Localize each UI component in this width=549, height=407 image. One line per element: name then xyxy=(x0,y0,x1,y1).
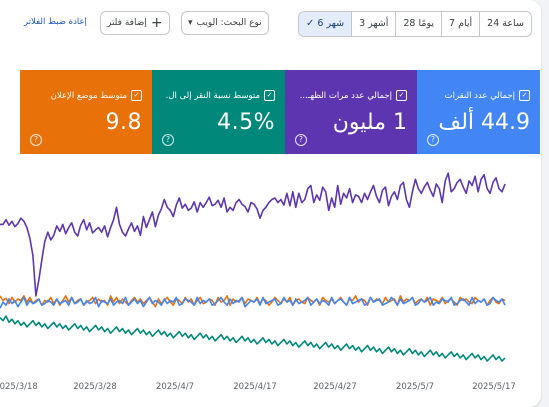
metric-card-label: متوسط موضع الإعلان xyxy=(50,90,127,101)
add-filter-label: إضافة فلتر xyxy=(107,18,147,28)
range-option-label: 6 شهر xyxy=(317,18,345,29)
metric-card[interactable]: ✓ إجمالي عدد مرات الظهـ... 1 مليون? xyxy=(285,70,417,154)
range-option-label: 3 أشهر xyxy=(359,18,389,29)
metric-card[interactable]: ✓ إجمالي عدد النقرات 44.9 ألف? xyxy=(417,70,540,154)
help-icon[interactable]: ? xyxy=(162,134,174,146)
metric-card-value: 1 مليون xyxy=(332,110,407,135)
checkbox-icon[interactable]: ✓ xyxy=(519,90,530,101)
search-type-label: نوع البحث: الويب xyxy=(196,18,262,28)
checkbox-icon[interactable]: ✓ xyxy=(264,90,275,101)
chevron-down-icon: ▾ xyxy=(188,18,193,28)
metric-card-header: ✓ إجمالي عدد مرات الظهـ... xyxy=(300,90,407,101)
metric-card-value: 44.9 ألف xyxy=(438,110,530,135)
range-option[interactable]: 24 ساعة xyxy=(479,12,531,36)
help-icon[interactable]: ? xyxy=(295,134,307,146)
metric-card-value: 4.5% xyxy=(217,110,275,135)
metric-card-label: متوسط نسبة النقر إلى ال... xyxy=(165,90,260,101)
series-line xyxy=(0,296,506,309)
range-option-label: 7 أيام xyxy=(449,18,473,29)
range-option-label: 24 ساعة xyxy=(487,18,524,29)
metric-card-header: ✓ متوسط موضع الإعلان xyxy=(51,90,142,101)
x-tick-label: 2025/5/17 xyxy=(472,382,516,392)
x-tick-label: 2025/4/27 xyxy=(313,382,357,392)
x-tick-label: 2025/5/7 xyxy=(396,382,434,392)
range-option-label: 28 يومًا xyxy=(403,18,435,29)
series-line xyxy=(0,315,506,362)
checkbox-icon[interactable]: ✓ xyxy=(396,90,407,101)
metric-card-header: ✓ إجمالي عدد النقرات xyxy=(445,90,530,101)
check-icon: ✓ xyxy=(306,18,315,29)
metric-card-header: ✓ متوسط نسبة النقر إلى ال... xyxy=(165,90,275,101)
metric-card-label: إجمالي عدد مرات الظهـ... xyxy=(299,90,392,101)
series-line xyxy=(0,172,506,297)
help-icon[interactable]: ? xyxy=(427,134,439,146)
range-option[interactable]: 3 أشهر xyxy=(351,12,395,36)
range-option[interactable]: ✓ 6 شهر xyxy=(299,12,352,36)
metric-card-label: إجمالي عدد النقرات xyxy=(444,90,515,101)
x-tick-label: 2025/3/18 xyxy=(0,382,38,392)
metric-cards: ✓ إجمالي عدد النقرات 44.9 ألف? ✓ إجمالي عدد … xyxy=(10,70,540,154)
reset-filters-link[interactable]: إعادة ضبط الفلاتر xyxy=(24,17,87,27)
plus-icon: + xyxy=(150,15,163,31)
range-option[interactable]: 28 يومًا xyxy=(395,12,441,36)
metric-card[interactable]: ✓ متوسط نسبة النقر إلى ال... 4.5%? xyxy=(152,70,285,154)
x-tick-label: 2025/4/7 xyxy=(156,382,194,392)
metric-card[interactable]: ✓ متوسط موضع الإعلان 9.8? xyxy=(20,70,152,154)
x-tick-label: 2025/3/28 xyxy=(73,382,117,392)
date-range-selector: 24 ساعة 7 أيام 28 يومًا 3 أشهر ✓ 6 شهر xyxy=(298,11,532,37)
help-icon[interactable]: ? xyxy=(30,134,42,146)
performance-line-chart: 2025/3/18 2025/3/28 2025/4/7 2025/4/17 2025/… xyxy=(0,172,516,392)
metric-card-value: 9.8 xyxy=(105,110,142,135)
range-option[interactable]: 7 أيام xyxy=(441,12,479,36)
add-filter-button[interactable]: إضافة فلتر + xyxy=(100,11,170,35)
x-tick-label: 2025/4/17 xyxy=(233,382,277,392)
checkbox-icon[interactable]: ✓ xyxy=(131,90,142,101)
search-type-dropdown[interactable]: ▾ نوع البحث: الويب xyxy=(181,11,269,35)
